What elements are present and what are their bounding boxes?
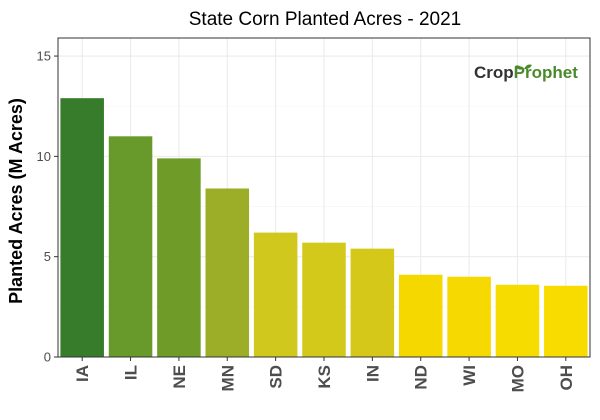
bar-ne <box>157 158 201 357</box>
y-axis-label: Planted Acres (M Acres) <box>6 98 26 304</box>
x-tick-label-in: IN <box>363 365 382 382</box>
bar-ia <box>60 98 104 357</box>
bar-mo <box>495 284 540 357</box>
x-tick-label-il: IL <box>122 365 141 380</box>
x-tick-label-oh: OH <box>557 365 576 391</box>
bar-mn <box>205 188 250 357</box>
x-tick-label-nd: ND <box>412 365 431 390</box>
x-tick-label-ne: NE <box>170 365 189 389</box>
logo-text: CropProphet <box>474 63 578 82</box>
x-tick-label-mn: MN <box>218 365 237 391</box>
x-tick-label-ia: IA <box>73 365 92 382</box>
bar-nd <box>398 274 443 357</box>
plot-panel-border <box>57 37 591 358</box>
bar-oh <box>544 285 588 357</box>
bar-sd <box>253 232 298 357</box>
y-tick-label: 5 <box>44 249 51 264</box>
bars <box>60 98 588 357</box>
bar-ks <box>302 242 346 357</box>
logo-crop: Crop <box>474 63 514 82</box>
x-axis-ticks: IA IL NE MN SD KS IN ND WI MO OH <box>73 357 576 392</box>
chart-title: State Corn Planted Acres - 2021 <box>189 9 462 30</box>
bar-in <box>350 248 395 357</box>
y-tick-label: 10 <box>37 149 51 164</box>
y-tick-label: 15 <box>37 49 51 64</box>
logo-prophet: Prophet <box>514 63 579 82</box>
bar-il <box>108 136 153 357</box>
x-tick-label-sd: SD <box>267 365 286 389</box>
sprout-icon <box>515 64 532 70</box>
y-axis-ticks: 0 5 10 15 <box>37 49 58 365</box>
y-tick-label: 0 <box>44 350 51 365</box>
x-tick-label-ks: KS <box>315 365 334 389</box>
bar-wi <box>447 276 491 357</box>
cropprophet-logo: CropProphet <box>474 63 578 82</box>
x-tick-label-mo: MO <box>508 365 527 392</box>
x-tick-label-wi: WI <box>460 365 479 386</box>
